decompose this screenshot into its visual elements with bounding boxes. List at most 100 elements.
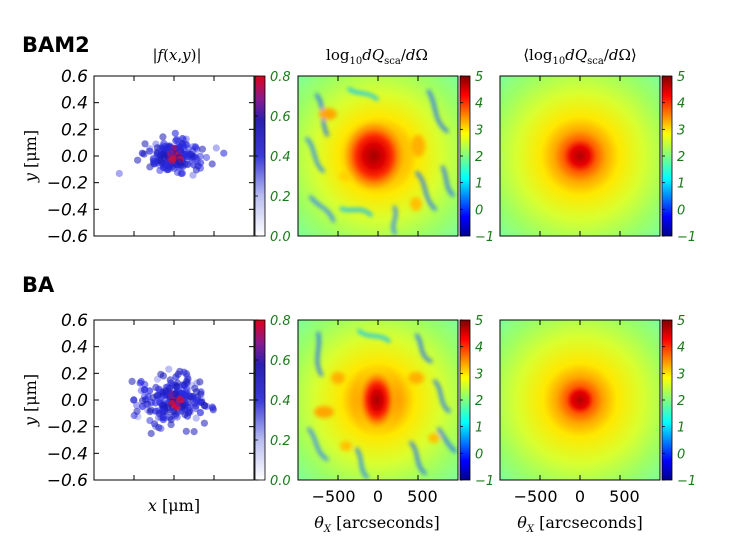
axis-ticks-ba-scattering — [337, 320, 419, 480]
scatter-point — [172, 137, 180, 145]
x-tick-label: 0 — [373, 487, 383, 506]
colorbar-tick-label: 3 — [677, 367, 685, 382]
scatter-point — [115, 169, 123, 178]
colorbar-tick-label: 0.8 — [270, 314, 291, 329]
scatter-point — [164, 403, 172, 411]
scatter-point — [161, 414, 170, 422]
colorbar-tick-label: 5 — [475, 70, 483, 85]
scatter-point — [212, 144, 220, 152]
scatter-point — [178, 387, 187, 395]
scatter-point — [155, 385, 163, 393]
row-label-bam2: BAM2 — [22, 33, 90, 57]
scatter-point — [182, 140, 190, 148]
scatter-point — [178, 134, 187, 143]
col-title-mean-scattering: ⟨log10dQsca/dΩ⟩ — [523, 46, 637, 67]
scatter-point — [133, 401, 141, 409]
scatter-point — [138, 402, 146, 411]
colorbar-bam2-mean-scattering: 5 4 3 2 1 0 −1 — [661, 70, 696, 245]
speckle-features-ba — [306, 328, 457, 480]
scatter-point — [173, 379, 181, 387]
scatter-point — [182, 427, 190, 435]
colorbar-tick-label: 1 — [475, 421, 483, 436]
scatter-point — [169, 388, 177, 396]
colorbar-tick-label: 0 — [677, 203, 685, 218]
colorbar-tick-label: 2 — [475, 394, 483, 409]
x-tick-label: −500 — [514, 487, 558, 506]
scatter-point — [167, 144, 175, 152]
scatter-point — [196, 164, 204, 172]
scatter-point — [156, 144, 164, 152]
x-axis-label-ba-mean-scattering: θX [arcseconds] — [517, 513, 643, 535]
col-title-amplitude: |f(x,y)| — [152, 46, 201, 64]
scatter-point — [176, 146, 184, 154]
y-tick-label: −0.6 — [47, 471, 88, 491]
panel-bam2-scattering — [297, 75, 459, 237]
scatter-point — [153, 393, 161, 401]
colorbar-ba-mean-scattering: 5 4 3 2 1 0 −1 — [661, 314, 696, 489]
scatter-point — [140, 150, 148, 158]
scatter-point — [144, 392, 152, 401]
scatter-point — [146, 145, 154, 153]
colorbar-tick-label: 4 — [677, 97, 685, 112]
colorbar-tick-label: 0.8 — [270, 70, 291, 85]
scatter-point — [164, 142, 172, 150]
y-tick-label: 0.2 — [61, 364, 88, 384]
colorbar-tick-label: 3 — [475, 123, 483, 138]
scatter-point — [185, 404, 193, 412]
colorbar-bam2-scattering: 5 4 3 2 1 0 −1 — [459, 70, 494, 245]
scatter-point — [157, 413, 165, 422]
y-tick-label: −0.2 — [47, 418, 88, 438]
colorbar-tick-label: −1 — [475, 474, 494, 489]
scatter-point — [164, 164, 172, 172]
scatter-point — [158, 407, 166, 416]
scatter-point — [153, 150, 161, 158]
scatter-point — [170, 164, 178, 172]
scatter-point — [130, 396, 138, 404]
y-tick-label: 0.6 — [61, 311, 88, 331]
colorbar-tick-label: 5 — [475, 314, 483, 329]
scatter-point — [183, 161, 191, 169]
scatter-point — [179, 403, 187, 411]
colorbar-tick-label: 0 — [475, 447, 483, 462]
scatter-point — [183, 379, 191, 387]
colorbar-tick-label: 1 — [677, 421, 685, 436]
scatter-point — [173, 413, 181, 421]
x-tick-label: −500 — [312, 487, 356, 506]
scatter-point — [137, 386, 145, 395]
scatter-point — [146, 417, 154, 425]
scatter-point — [155, 424, 163, 432]
scatter-point — [171, 129, 179, 137]
colorbar-tick-label: 5 — [677, 70, 685, 85]
scatter-point — [167, 391, 175, 399]
scatter-point — [178, 169, 186, 177]
y-tick-label: 0.0 — [61, 147, 88, 167]
y-axis-label-bam2: y [μm] — [21, 130, 40, 183]
colorbar-tick-label: −1 — [677, 474, 696, 489]
y-tick-label: 0.2 — [61, 120, 88, 140]
colorbar-tick-label: 4 — [475, 97, 483, 112]
colorbar-ba-amplitude: 0.8 0.6 0.4 0.2 0.0 — [254, 314, 291, 489]
scatter-point — [175, 158, 184, 167]
scatter-point — [165, 365, 173, 373]
axis-ticks-bam2-amplitude — [94, 76, 254, 236]
colorbar-tick-label: 1 — [475, 177, 483, 192]
scatter-point — [152, 383, 160, 391]
scatter-point — [174, 141, 182, 149]
scatter-point — [159, 133, 167, 141]
panel-ba-scattering: −500 0 500 θX [arcseconds] — [297, 319, 459, 535]
scatter-point — [183, 390, 191, 398]
scatter-point — [196, 378, 204, 386]
scatter-point — [161, 161, 169, 169]
axis-ticks-ba-amplitude — [94, 320, 254, 480]
colorbar-tick-label: 1 — [677, 177, 685, 192]
colorbar-bam2-amplitude: 0.8 0.6 0.4 0.2 0.0 — [254, 70, 291, 245]
scatter-point — [149, 155, 157, 163]
scatter-point — [136, 379, 144, 387]
scatter-point — [151, 399, 159, 407]
colorbar-tick-label: 4 — [475, 341, 483, 356]
colorbar-tick-label: 5 — [677, 314, 685, 329]
panel-ba-mean-scattering: −500 0 500 θX [arcseconds] — [499, 319, 661, 535]
colorbar-tick-labels-scattering-bam2: 5 4 3 2 1 0 −1 — [460, 70, 494, 245]
colorbar-tick-label: 0.2 — [270, 434, 291, 449]
